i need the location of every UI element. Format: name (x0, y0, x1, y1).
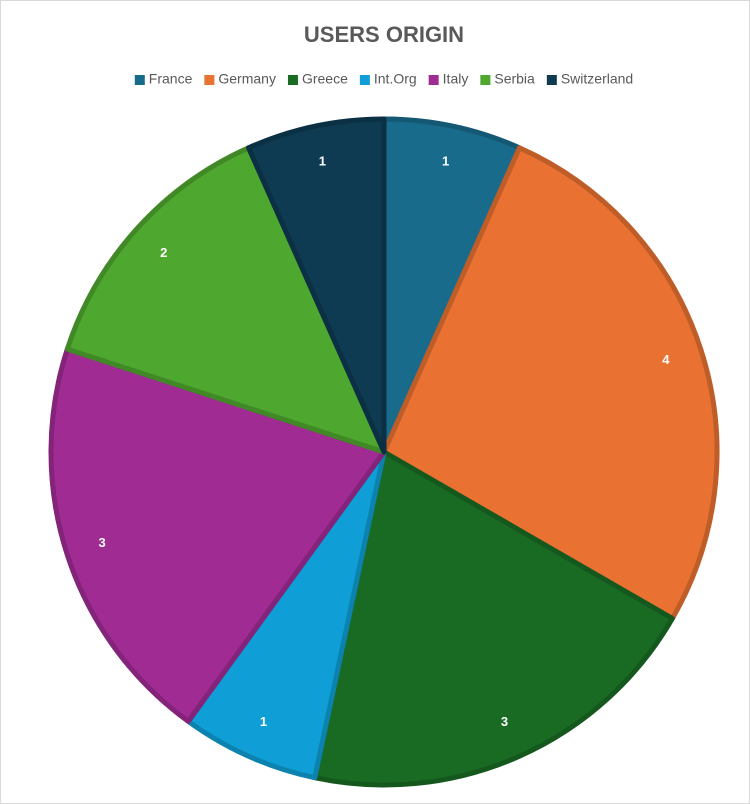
legend-swatch (359, 75, 370, 85)
legend-swatch (480, 75, 491, 85)
pie-slice (381, 145, 720, 621)
legend-label: France (149, 71, 193, 87)
legend-label: Switzerland (561, 71, 633, 87)
legend-swatch (428, 75, 439, 85)
data-label: 1 (442, 154, 449, 169)
pie-slice (381, 116, 522, 455)
legend-swatch (546, 75, 557, 85)
legend-label: Greece (302, 71, 348, 87)
legend-label: Int.Org (374, 71, 417, 87)
data-label: 3 (99, 535, 106, 550)
pie-slice (64, 145, 387, 455)
pie-slice (246, 116, 387, 455)
pie (48, 116, 720, 788)
data-label: 3 (501, 714, 508, 729)
data-label: 2 (160, 245, 167, 260)
legend-swatch (204, 75, 215, 85)
legend: France Germany Greece Int.Org Italy Serbia Swi… (134, 71, 633, 87)
chart-title: USERS ORIGIN (304, 22, 464, 47)
pie-slice (312, 449, 675, 788)
pie-slice (185, 449, 387, 781)
data-label: 1 (319, 154, 326, 169)
legend-label: Italy (443, 71, 469, 87)
legend-swatch (134, 75, 145, 85)
legend-label: Germany (218, 71, 276, 87)
legend-label: Serbia (494, 71, 535, 87)
data-label: 4 (662, 352, 670, 367)
pie-slice (48, 346, 387, 724)
data-label: 1 (260, 714, 267, 729)
legend-swatch (287, 75, 298, 85)
